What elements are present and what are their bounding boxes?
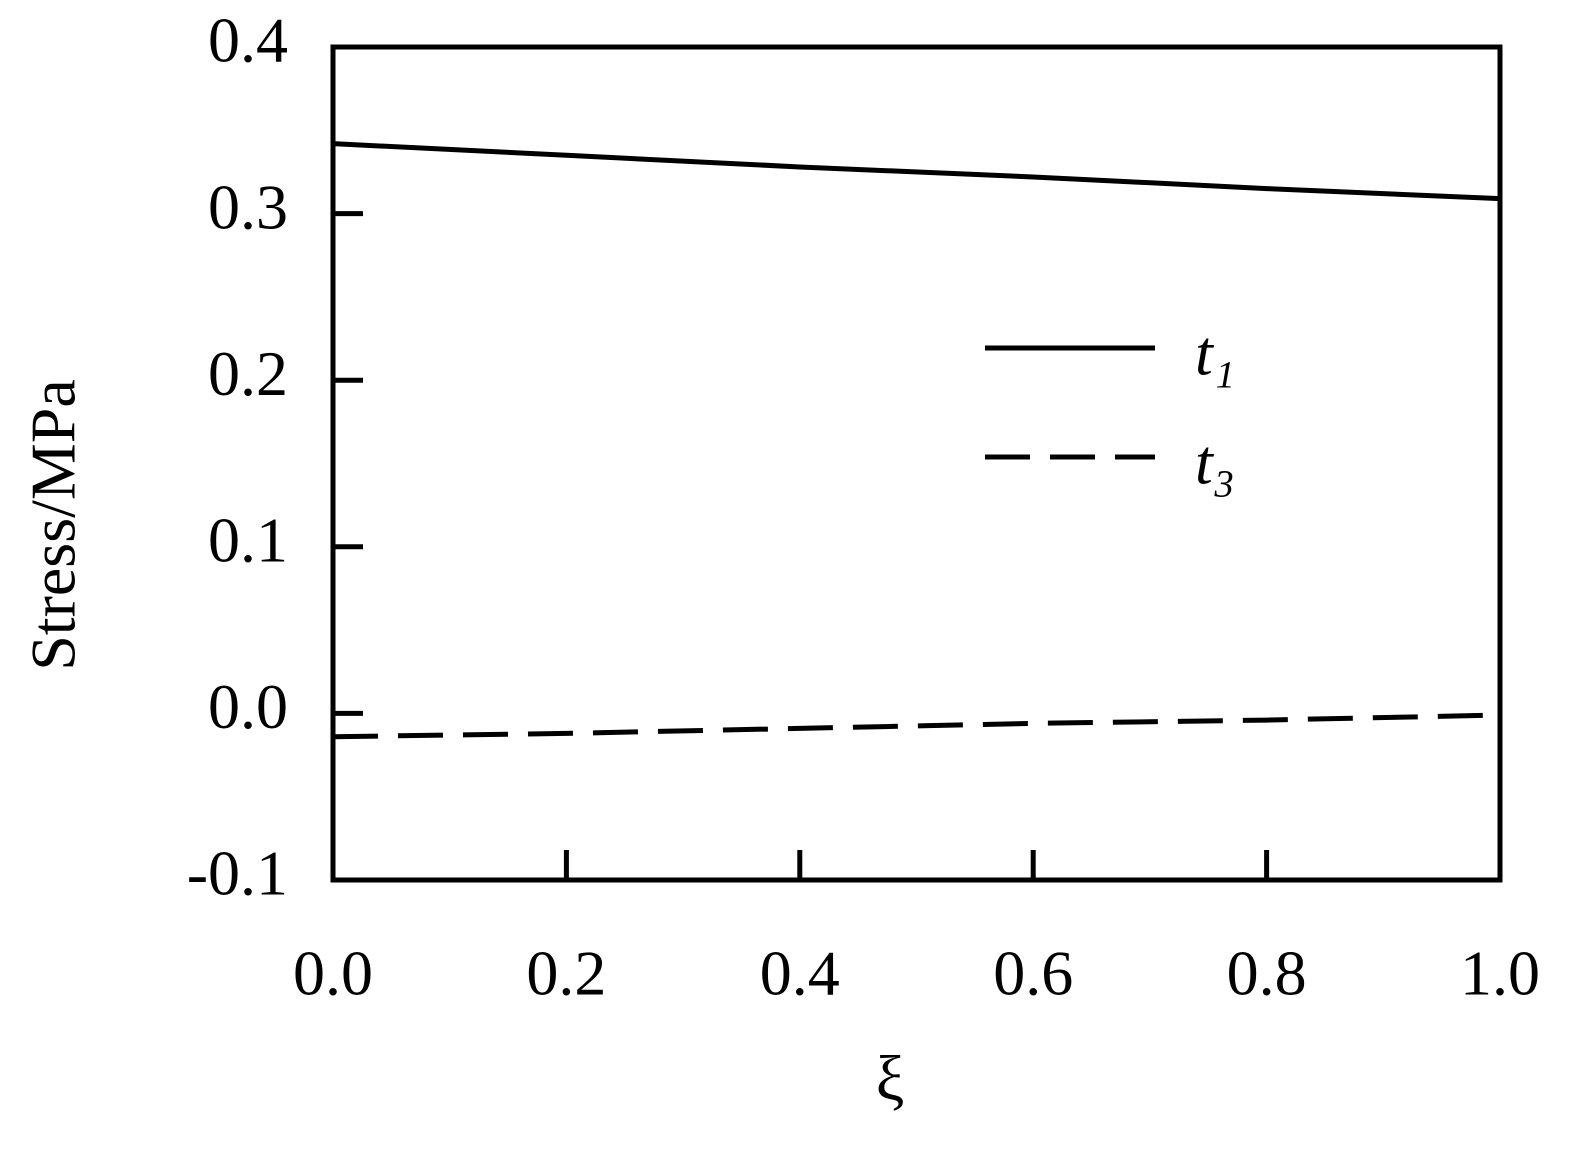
series-line xyxy=(332,141,1501,202)
legend-label: t₃ xyxy=(1195,427,1235,498)
y-tick-label: 0.1 xyxy=(208,504,288,575)
legend-label: t₁ xyxy=(1195,318,1235,389)
y-axis-label: Stress/MPa xyxy=(18,379,89,671)
y-tick-label: 0.2 xyxy=(208,338,288,409)
x-axis-label: ξ xyxy=(876,1043,905,1114)
y-tick-label: 0.3 xyxy=(208,171,288,242)
x-tick-label: 0.8 xyxy=(1227,938,1307,1009)
x-tick-label: 0.0 xyxy=(293,938,373,1009)
x-tick-label: 0.2 xyxy=(526,938,606,1009)
y-tick-label: -0.1 xyxy=(187,838,288,909)
x-tick-label: 1.0 xyxy=(1460,938,1540,1009)
x-tick-label: 0.4 xyxy=(760,938,840,1009)
plot-frame xyxy=(330,44,1503,883)
series-line xyxy=(332,712,1501,740)
y-tick-label: 0.0 xyxy=(208,671,288,742)
x-tick-label: 0.6 xyxy=(993,938,1073,1009)
y-tick-label: 0.4 xyxy=(208,5,288,76)
